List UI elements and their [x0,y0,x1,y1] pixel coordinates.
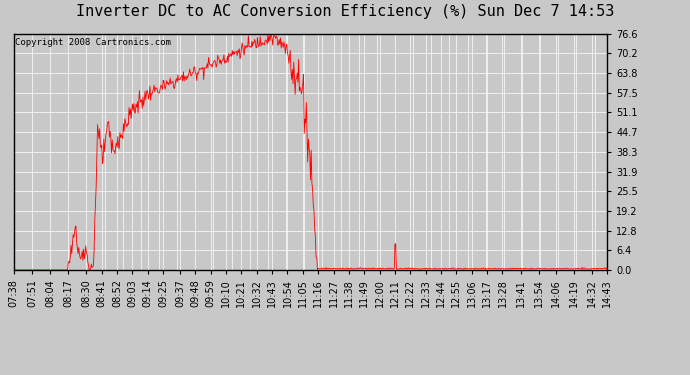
Text: Inverter DC to AC Conversion Efficiency (%) Sun Dec 7 14:53: Inverter DC to AC Conversion Efficiency … [76,4,614,19]
Text: Copyright 2008 Cartronics.com: Copyright 2008 Cartronics.com [15,39,171,48]
